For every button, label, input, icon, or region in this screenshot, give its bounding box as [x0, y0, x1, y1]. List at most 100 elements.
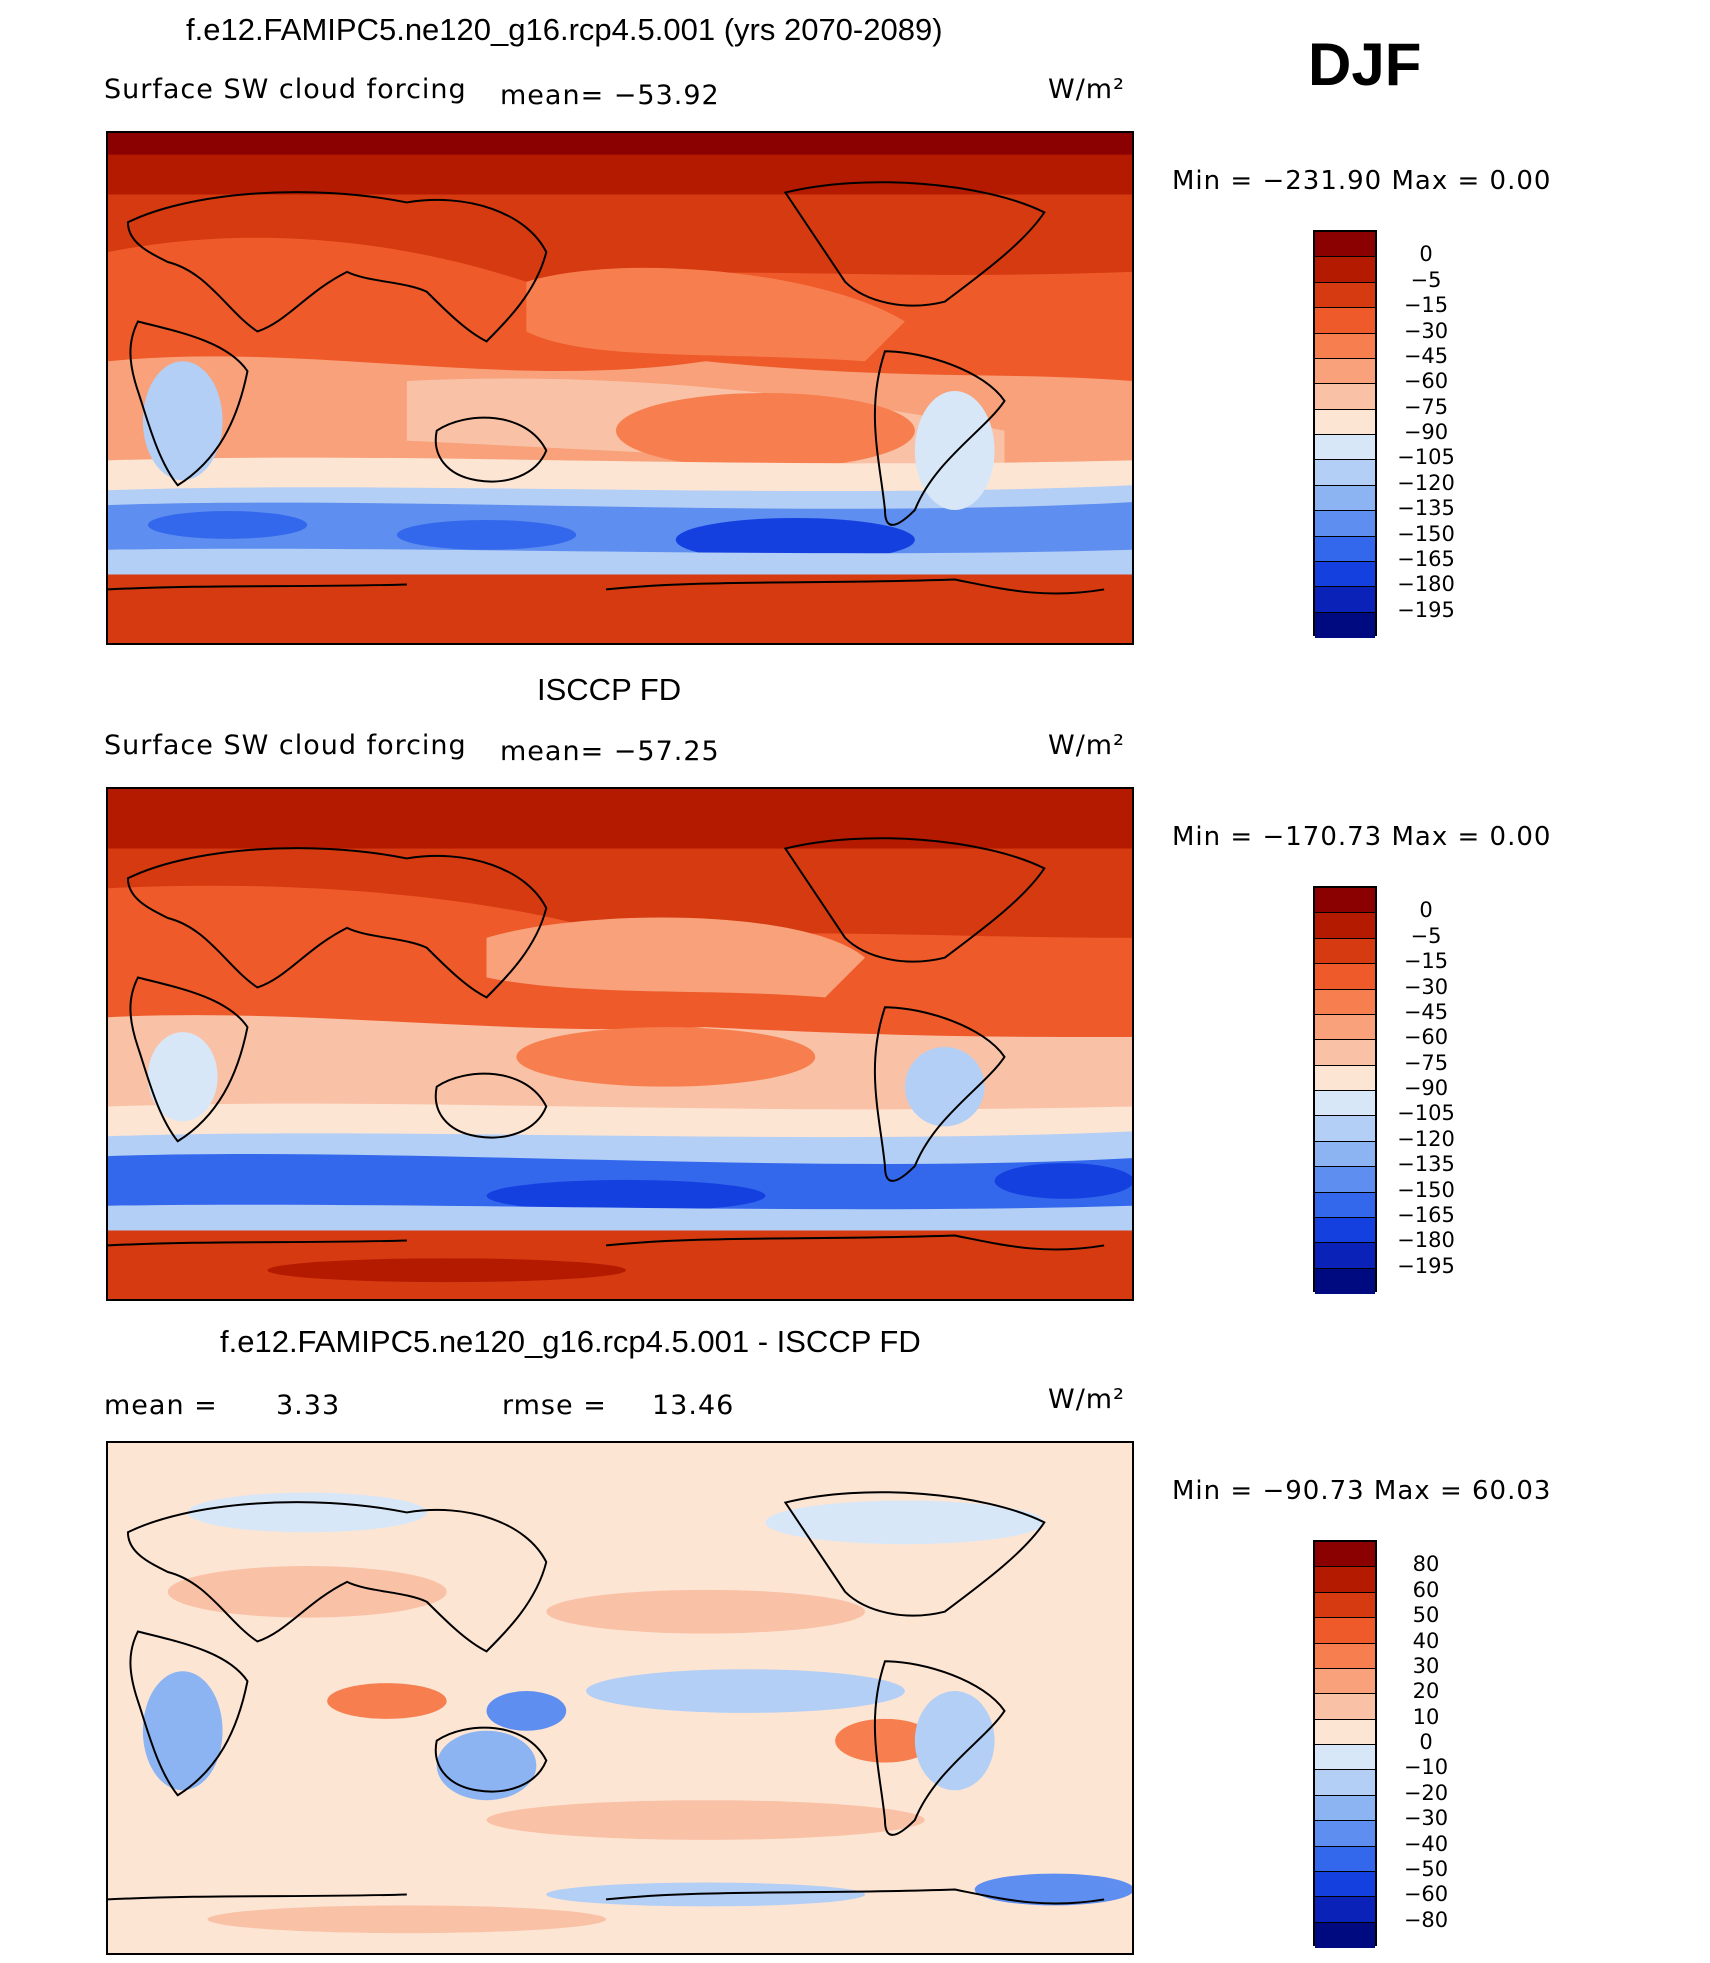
colorbar-tick-label: −50	[1403, 1856, 1449, 1881]
colorbar-segment	[1315, 561, 1375, 588]
panel3-title: f.e12.FAMIPC5.ne120_g16.rcp4.5.001 - ISC…	[220, 1324, 921, 1359]
colorbar-segment	[1315, 587, 1375, 613]
colorbar-segment	[1315, 1542, 1375, 1568]
panel3-minmax: Min = −90.73 Max = 60.03	[1172, 1476, 1552, 1506]
panel2-minmax: Min = −170.73 Max = 0.00	[1172, 822, 1552, 852]
colorbar-tick-label: 80	[1412, 1552, 1440, 1577]
colorbar-segment	[1315, 460, 1375, 486]
panel1-minmax: Min = −231.90 Max = 0.00	[1172, 166, 1552, 196]
colorbar-tick-label: −90	[1403, 1076, 1449, 1100]
colorbar-tick-label: −135	[1397, 496, 1455, 521]
colorbar-segment	[1315, 1116, 1375, 1142]
colorbar-segment	[1315, 1065, 1375, 1091]
colorbar-tick-label: −75	[1403, 394, 1449, 419]
panel2-units: W/m²	[1048, 730, 1125, 761]
colorbar-segment	[1315, 435, 1375, 461]
panel3-rmse-value: 13.46	[652, 1390, 735, 1421]
colorbar-tick-label: 40	[1412, 1628, 1440, 1653]
colorbar-tick-label: −5	[1410, 267, 1442, 292]
colorbar-segment	[1315, 913, 1375, 939]
colorbar-segment	[1315, 536, 1375, 562]
colorbar-tick-label: −120	[1397, 470, 1455, 495]
colorbar-segment	[1315, 1618, 1375, 1644]
colorbar-tick-label: −15	[1403, 949, 1449, 974]
panel1-colorbar	[1313, 230, 1377, 638]
colorbar-segment	[1315, 1217, 1375, 1244]
colorbar-tick-label: −10	[1403, 1755, 1449, 1780]
colorbar-segment	[1315, 1592, 1375, 1619]
colorbar-segment	[1315, 1745, 1375, 1771]
panel3-rmse-label: rmse =	[502, 1390, 607, 1421]
colorbar-segment	[1315, 282, 1375, 309]
colorbar-segment	[1315, 1192, 1375, 1218]
colorbar-segment	[1315, 1795, 1375, 1822]
colorbar-tick-label: −20	[1403, 1780, 1449, 1805]
panel2-mean-label: mean= −57.25	[500, 736, 720, 767]
colorbar-tick-label: −60	[1403, 1882, 1449, 1907]
panel1-mean-label: mean= −53.92	[500, 80, 720, 111]
colorbar-tick-label: −150	[1397, 1177, 1455, 1202]
colorbar-segment	[1315, 1846, 1375, 1872]
colorbar-tick-label: −60	[1403, 369, 1449, 394]
colorbar-segment	[1315, 257, 1375, 283]
colorbar-segment	[1315, 1014, 1375, 1041]
colorbar-segment	[1315, 333, 1375, 359]
colorbar-tick-label: −30	[1403, 974, 1449, 999]
colorbar-tick-label: −45	[1403, 343, 1449, 368]
season-label: DJF	[1308, 31, 1422, 98]
colorbar-tick-label: −90	[1403, 420, 1449, 444]
colorbar-tick-label: 0	[1419, 242, 1433, 267]
colorbar-tick-label: −105	[1397, 1101, 1455, 1126]
colorbar-segment	[1315, 1668, 1375, 1695]
panel3-colorbar	[1313, 1540, 1377, 1948]
colorbar-segment	[1315, 1897, 1375, 1923]
colorbar-segment	[1315, 1643, 1375, 1669]
panel3-map-field	[108, 1443, 1132, 1953]
colorbar-segment	[1315, 989, 1375, 1015]
colorbar-tick-label: −5	[1410, 923, 1442, 948]
colorbar-tick-label: −30	[1403, 1806, 1449, 1831]
colorbar-segment	[1315, 409, 1375, 435]
colorbar-tick-label: 10	[1412, 1704, 1440, 1729]
colorbar-tick-label: −195	[1397, 1253, 1455, 1278]
colorbar-tick-label: −40	[1403, 1831, 1449, 1856]
panel1-map-field	[108, 133, 1132, 643]
colorbar-tick-label: −150	[1397, 521, 1455, 546]
panel1-title: f.e12.FAMIPC5.ne120_g16.rcp4.5.001 (yrs …	[186, 12, 943, 47]
colorbar-segment	[1315, 1243, 1375, 1269]
colorbar-segment	[1315, 1091, 1375, 1117]
colorbar-tick-label: −165	[1397, 1202, 1455, 1227]
colorbar-segment	[1315, 1719, 1375, 1745]
colorbar-segment	[1315, 1922, 1375, 1948]
colorbar-tick-label: −75	[1403, 1050, 1449, 1075]
colorbar-tick-label: 60	[1412, 1577, 1440, 1602]
colorbar-tick-label: 20	[1412, 1679, 1440, 1704]
colorbar-tick-label: 30	[1412, 1653, 1440, 1678]
panel2-variable-label: Surface SW cloud forcing	[104, 730, 467, 761]
panel3-map	[106, 1441, 1134, 1955]
panel3-units: W/m²	[1048, 1384, 1125, 1415]
colorbar-tick-label: −45	[1403, 999, 1449, 1024]
panel1-map	[106, 131, 1134, 645]
colorbar-segment	[1315, 1268, 1375, 1294]
panel2-colorbar	[1313, 886, 1377, 1294]
colorbar-segment	[1315, 232, 1375, 258]
colorbar-segment	[1315, 938, 1375, 965]
panel2-map-field	[108, 789, 1132, 1299]
colorbar-segment	[1315, 964, 1375, 990]
colorbar-segment	[1315, 888, 1375, 914]
colorbar-tick-label: −135	[1397, 1152, 1455, 1177]
colorbar-tick-label: −180	[1397, 572, 1455, 597]
colorbar-segment	[1315, 1821, 1375, 1847]
panel1-variable-label: Surface SW cloud forcing	[104, 74, 467, 105]
colorbar-segment	[1315, 1167, 1375, 1193]
panel1-units: W/m²	[1048, 74, 1125, 105]
colorbar-tick-label: 0	[1419, 898, 1433, 923]
panel2-map	[106, 787, 1134, 1301]
panel2-title: ISCCP FD	[537, 672, 682, 707]
colorbar-segment	[1315, 358, 1375, 385]
panel3-mean-value: 3.33	[276, 1390, 341, 1421]
colorbar-segment	[1315, 1040, 1375, 1066]
colorbar-segment	[1315, 308, 1375, 334]
colorbar-segment	[1315, 485, 1375, 512]
